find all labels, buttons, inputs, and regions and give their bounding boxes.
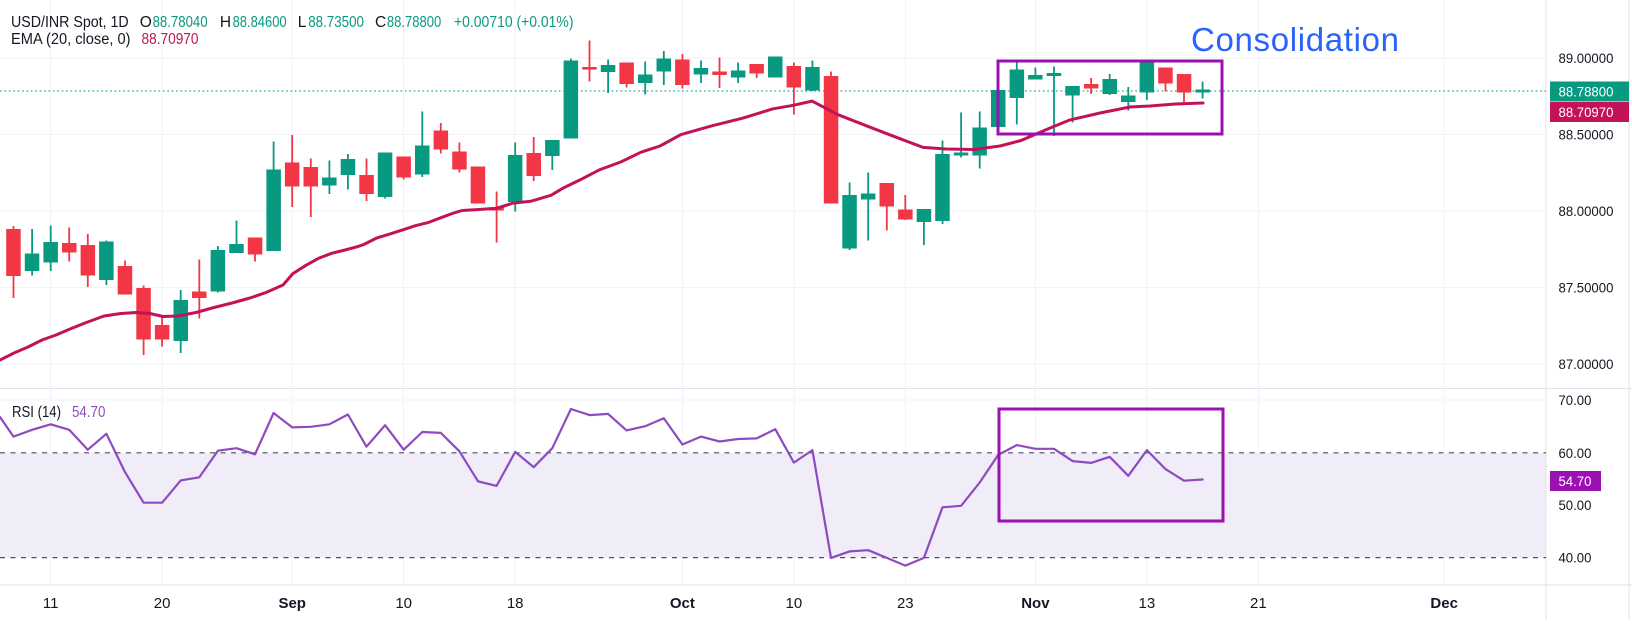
svg-text:88.50000: 88.50000 — [1559, 127, 1614, 143]
svg-text:18: 18 — [507, 595, 524, 612]
svg-text:Sep: Sep — [278, 595, 306, 612]
svg-text:Consolidation: Consolidation — [1191, 21, 1399, 58]
svg-text:23: 23 — [897, 595, 914, 612]
svg-text:11: 11 — [43, 595, 59, 612]
svg-text:Nov: Nov — [1021, 595, 1050, 612]
svg-text:70.00: 70.00 — [1559, 392, 1592, 408]
svg-text:87.50000: 87.50000 — [1559, 280, 1614, 296]
svg-text:60.00: 60.00 — [1559, 445, 1592, 461]
svg-text:RSI (14)54.70: RSI (14) 54.70 — [12, 404, 106, 421]
svg-text:10: 10 — [786, 595, 803, 612]
svg-text:21: 21 — [1250, 595, 1267, 612]
svg-text:Dec: Dec — [1430, 595, 1458, 612]
svg-text:88.78800: 88.78800 — [1559, 84, 1614, 100]
svg-text:88.70970: 88.70970 — [1559, 104, 1614, 120]
svg-text:87.00000: 87.00000 — [1559, 356, 1614, 372]
svg-text:Oct: Oct — [670, 595, 695, 612]
svg-text:88.00000: 88.00000 — [1559, 203, 1614, 219]
svg-text:54.70: 54.70 — [1559, 473, 1592, 489]
svg-text:89.00000: 89.00000 — [1559, 50, 1614, 66]
svg-text:EMA (20, close, 0)88.70970: EMA (20, close, 0) 88.70970 — [11, 31, 199, 48]
svg-text:50.00: 50.00 — [1559, 497, 1592, 513]
svg-text:20: 20 — [154, 595, 171, 612]
svg-text:13: 13 — [1139, 595, 1156, 612]
svg-text:40.00: 40.00 — [1559, 550, 1592, 566]
svg-text:10: 10 — [395, 595, 412, 612]
